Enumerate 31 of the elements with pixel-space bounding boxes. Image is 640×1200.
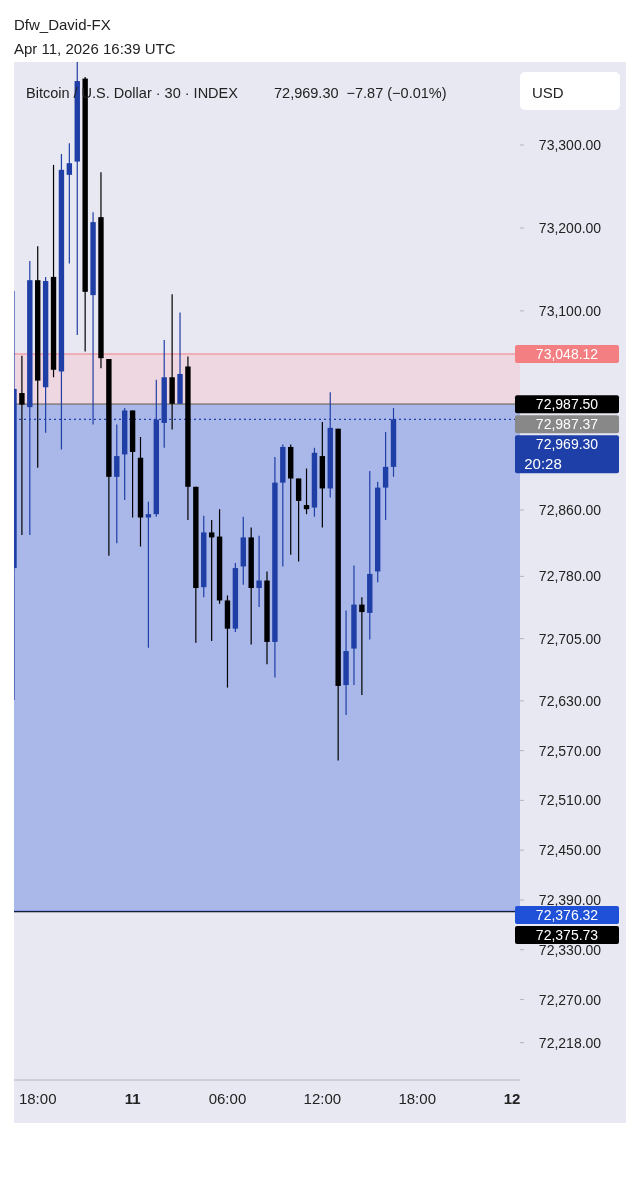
y-tick-label: 72,860.00 [538, 502, 602, 519]
text: Dfw_David-FX [14, 16, 111, 33]
y-tick-label: 72,570.00 [538, 742, 602, 759]
text: 72,969.30 −7.87 (−0.01%) [274, 85, 447, 101]
y-tick-label: 73,300.00 [538, 136, 602, 153]
y-tick-label: 72,780.00 [538, 568, 602, 585]
text: USD [532, 84, 564, 101]
y-tick-label: 72,390.00 [538, 891, 602, 908]
x-tick-label: 06:00 [208, 1090, 247, 1107]
y-tick-label: 72,630.00 [538, 692, 602, 709]
y-tick-label: 72,450.00 [538, 842, 602, 859]
y-tick-label: 72,510.00 [538, 792, 602, 809]
x-tick-label: 12 [503, 1090, 521, 1107]
ref-line-label: 72,376.32 [535, 906, 599, 923]
ref-line-label: 72,969.30 [535, 436, 599, 453]
x-tick-label: 18:00 [18, 1090, 57, 1107]
ref-line-label: 73,048.12 [535, 345, 599, 362]
x-tick-label: 11 [124, 1090, 141, 1107]
y-tick-label: 72,330.00 [538, 941, 602, 958]
ref-line-label: 72,375.73 [535, 926, 599, 943]
ref-line-label: 72,987.50 [535, 396, 599, 413]
y-tick-label: 72,218.00 [538, 1034, 602, 1051]
x-tick-label: 12:00 [303, 1090, 342, 1107]
y-tick-label: 72,705.00 [538, 630, 602, 647]
text: 20:28 [524, 455, 562, 473]
y-tick-label: 72,270.00 [538, 991, 602, 1008]
y-tick-label: 73,200.00 [538, 219, 602, 236]
ref-line-label: 72,987.37 [535, 416, 599, 433]
text: Apr 11, 2026 16:39 UTC [14, 40, 176, 57]
x-tick-label: 18:00 [398, 1090, 436, 1107]
y-tick-label: 73,100.00 [538, 302, 602, 319]
